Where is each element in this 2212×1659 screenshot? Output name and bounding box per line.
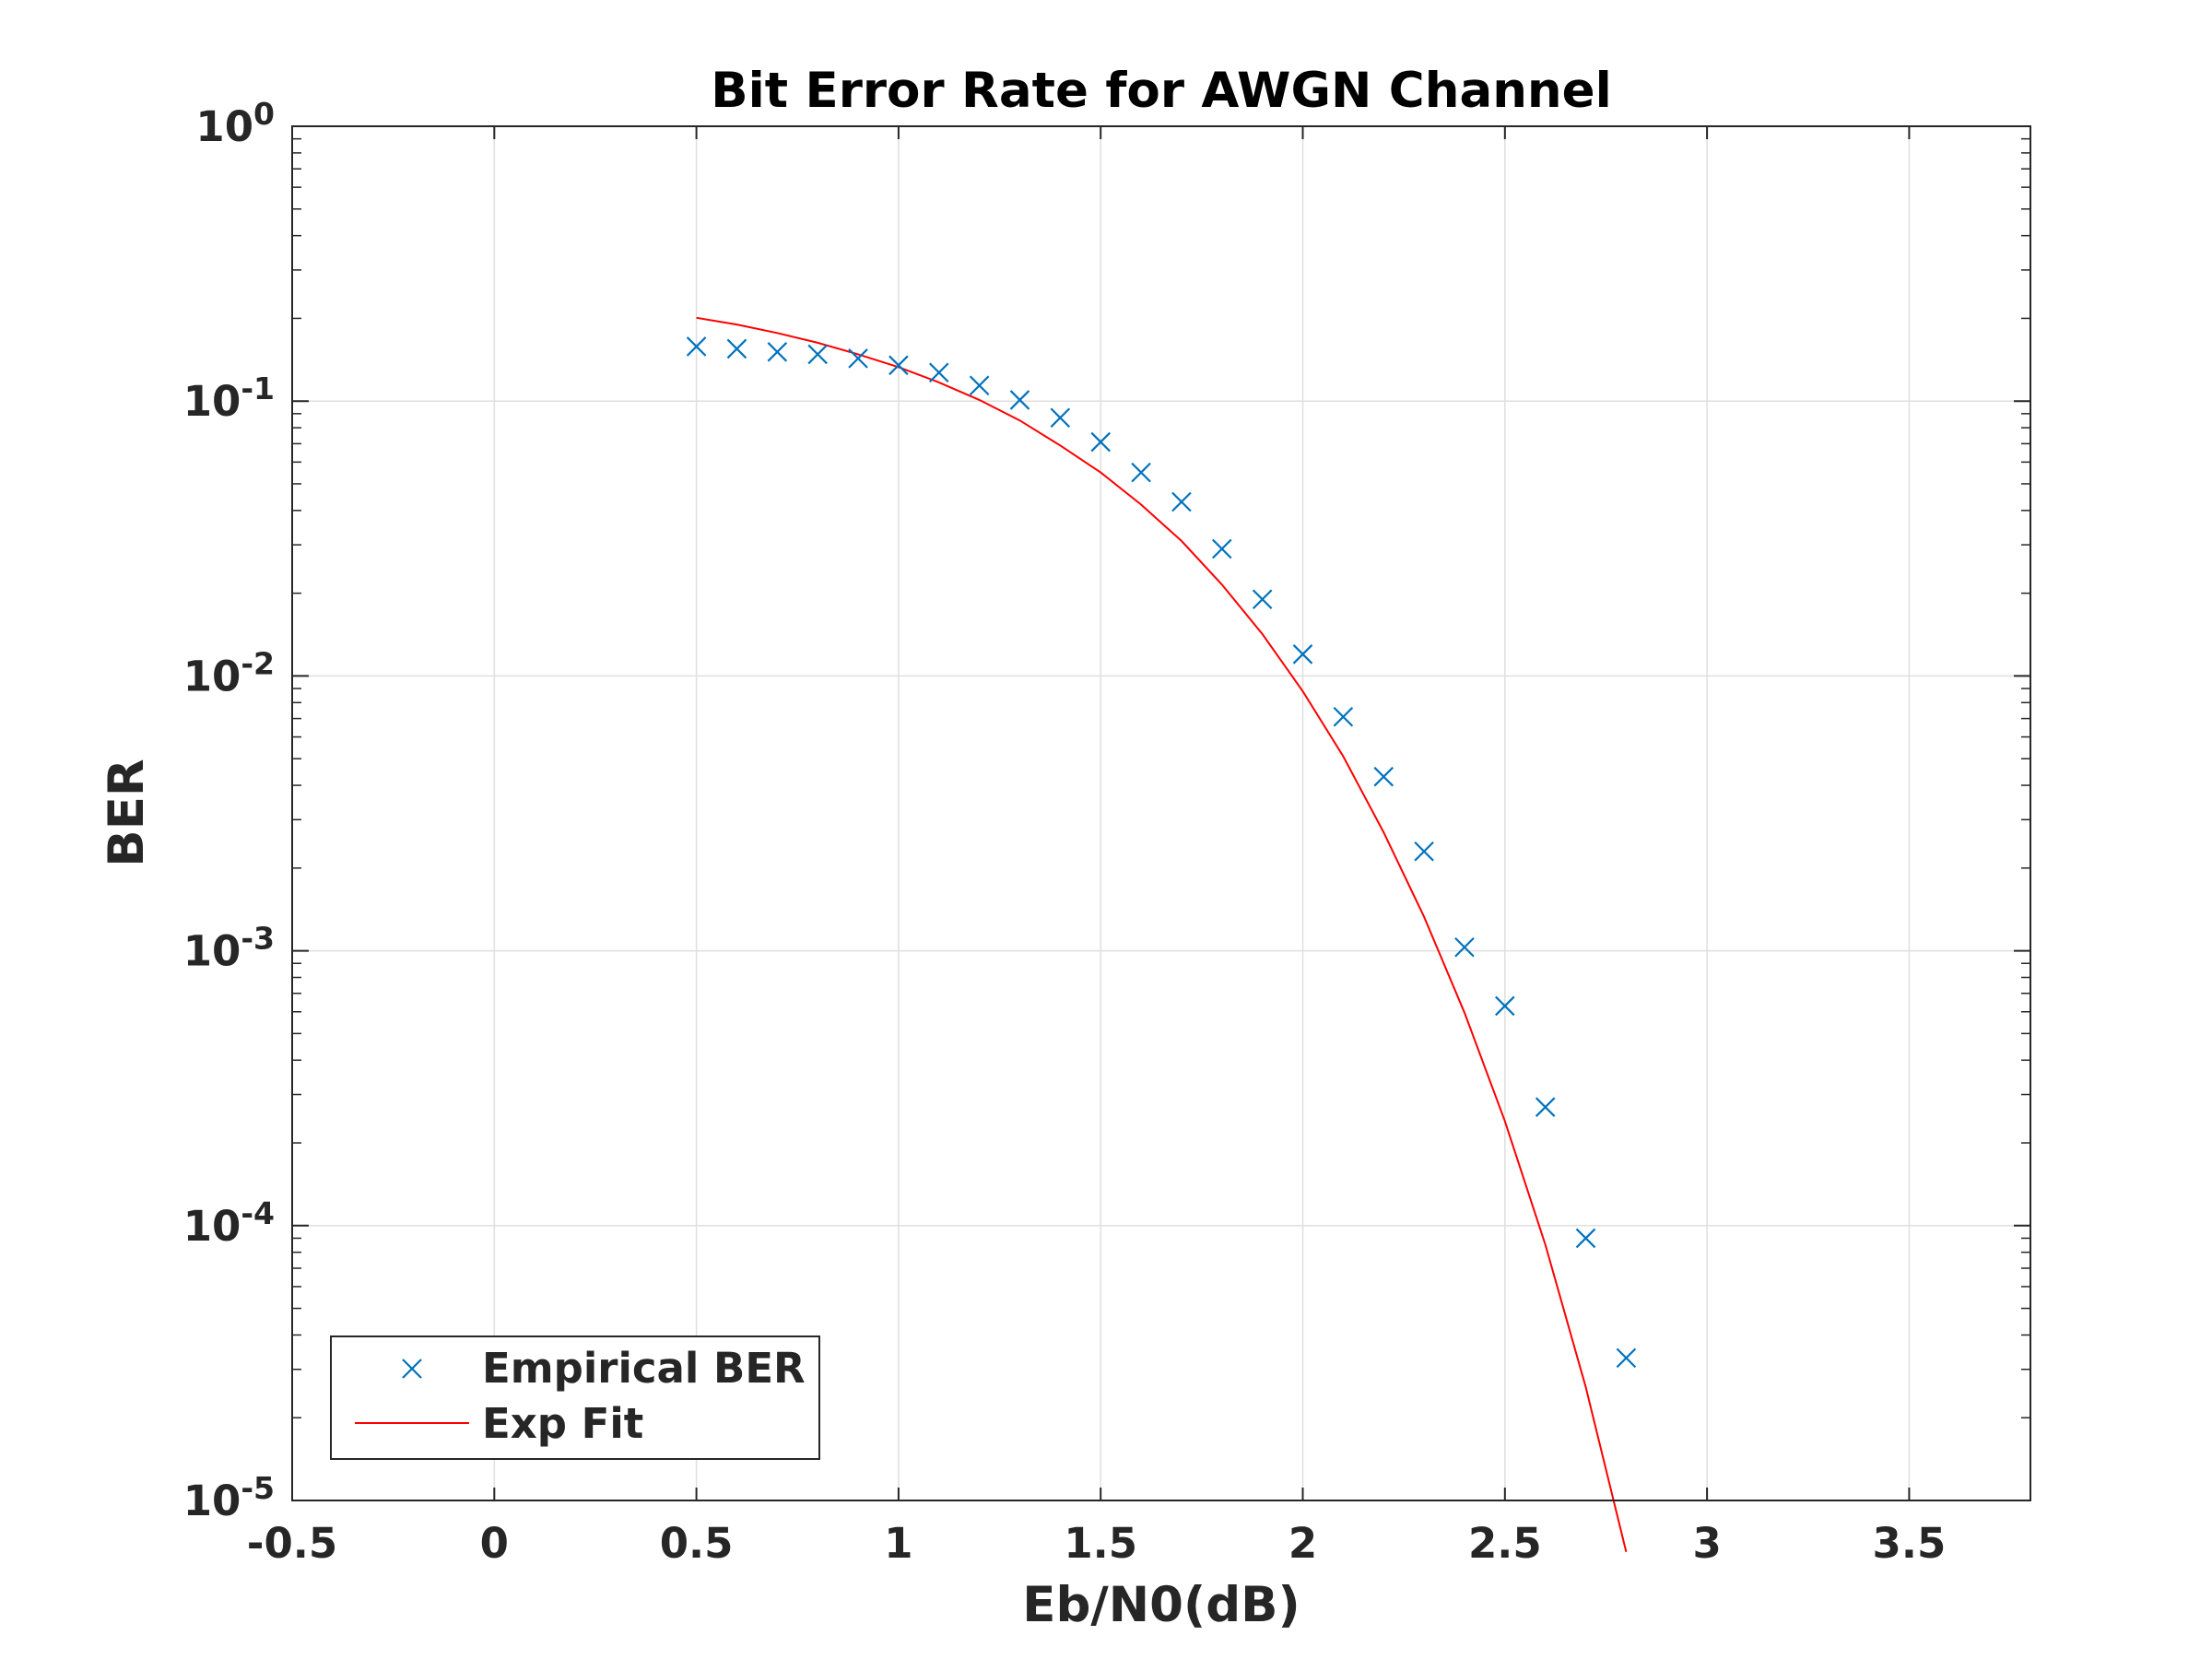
x-tick-label: 3.5 [1873,1519,1947,1568]
empirical-ber-point [1292,644,1313,665]
empirical-ber-point [1495,995,1515,1017]
x-tick-label: 0 [480,1519,509,1568]
empirical-ber-point [1050,407,1071,429]
empirical-ber-point [1535,1097,1556,1117]
y-axis-label: BER [99,759,155,866]
empirical-ber-point [888,355,909,376]
legend-box [330,1335,820,1460]
empirical-ber-point [767,342,788,362]
empirical-ber-point [1252,589,1273,610]
legend: Empirical BER Exp Fit [330,1335,820,1460]
empirical-ber-point [686,336,707,357]
x-tick-label: 3 [1692,1519,1721,1568]
empirical-ber-point [1454,936,1475,958]
legend-label-exp-fit: Exp Fit [482,1399,643,1448]
empirical-ber-point [726,338,747,359]
empirical-ber-point [1131,462,1151,483]
y-tick-label: 10-1 [183,371,275,426]
empirical-ber-point [1171,491,1192,512]
empirical-ber-point [1009,390,1030,410]
x-tick-label: 0.5 [660,1519,734,1568]
chart-title: Bit Error Rate for AWGN Channel [711,63,1612,119]
empirical-ber-point [928,362,949,383]
data-series [686,316,1637,1553]
y-tick-label: 100 [195,96,275,151]
x-axis-label: Eb/N0(dB) [1022,1577,1300,1633]
empirical-ber-point [1090,431,1111,453]
x-tick-label: -0.5 [247,1519,337,1568]
legend-marker-empirical [402,1359,422,1379]
empirical-ber-point [1414,841,1434,862]
empirical-ber-point [1212,538,1232,559]
y-tick-label: 10-5 [183,1470,275,1525]
x-tick-label: 1.5 [1064,1519,1137,1568]
y-tick-label: 10-3 [183,921,275,976]
axes-box [291,125,2031,1501]
x-tick-label: 1 [884,1519,912,1568]
axis-ticks [291,125,2030,1501]
grid-lines [292,126,2030,1500]
x-tick-labels: -0.5 0 0.5 1 1.5 2 2.5 3 3.5 [247,1519,1946,1568]
empirical-ber-point [969,375,990,396]
empirical-ber-point [1575,1228,1596,1249]
y-tick-label: 10-4 [183,1195,275,1251]
y-tick-labels: 100 10-1 10-2 10-3 10-4 10-5 [183,96,275,1525]
empirical-ber-point [848,348,868,369]
plot-area [292,126,2030,1500]
y-tick-label: 10-2 [183,645,275,700]
x-tick-label: 2.5 [1468,1519,1542,1568]
empirical-ber-point [1373,766,1394,787]
legend-label-empirical: Empirical BER [482,1344,806,1393]
empirical-ber-point [807,344,828,365]
x-tick-label: 2 [1288,1519,1317,1568]
empirical-ber-point [1333,706,1354,727]
empirical-ber-point [1616,1347,1637,1369]
